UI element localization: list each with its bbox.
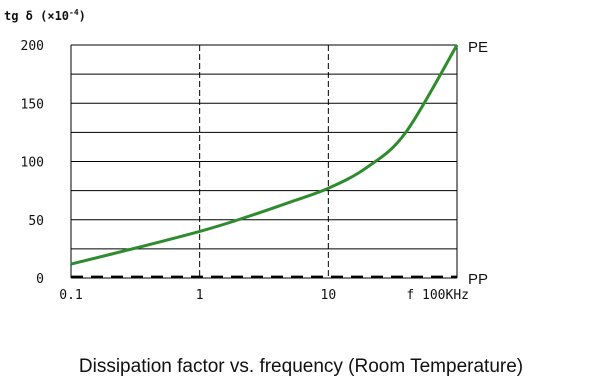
series-group (70, 44, 459, 279)
y-axis-title-main: tg δ (×10 (4, 9, 69, 23)
x-tick-label: 10 (321, 288, 337, 303)
y-axis-title-close: ) (79, 9, 86, 23)
series-labels: PE PP (468, 39, 488, 288)
y-tick-label: 150 (21, 97, 44, 112)
y-tick-label: 100 (21, 156, 44, 171)
y-axis-title-exponent: -4 (69, 8, 79, 17)
x-tick-label: 0.1 (59, 288, 82, 303)
x-tick-label: f 100KHz (406, 288, 469, 303)
chart-caption: Dissipation factor vs. frequency (Room T… (79, 356, 523, 377)
grid (70, 44, 458, 279)
y-tick-label: 50 (28, 214, 44, 229)
y-tick-label: 0 (36, 272, 44, 287)
series-line-pe (70, 44, 459, 266)
series-label-pe: PE (468, 39, 488, 56)
y-axis-title: tg δ (×10-4) (4, 8, 86, 23)
y-tick-labels: 0 50 100 150 200 (21, 39, 44, 287)
y-tick-label: 200 (21, 39, 44, 54)
x-tick-label: 1 (196, 288, 204, 303)
series-label-pp: PP (468, 271, 488, 288)
x-tick-labels: 0.1 1 10 f 100KHz (59, 288, 469, 303)
